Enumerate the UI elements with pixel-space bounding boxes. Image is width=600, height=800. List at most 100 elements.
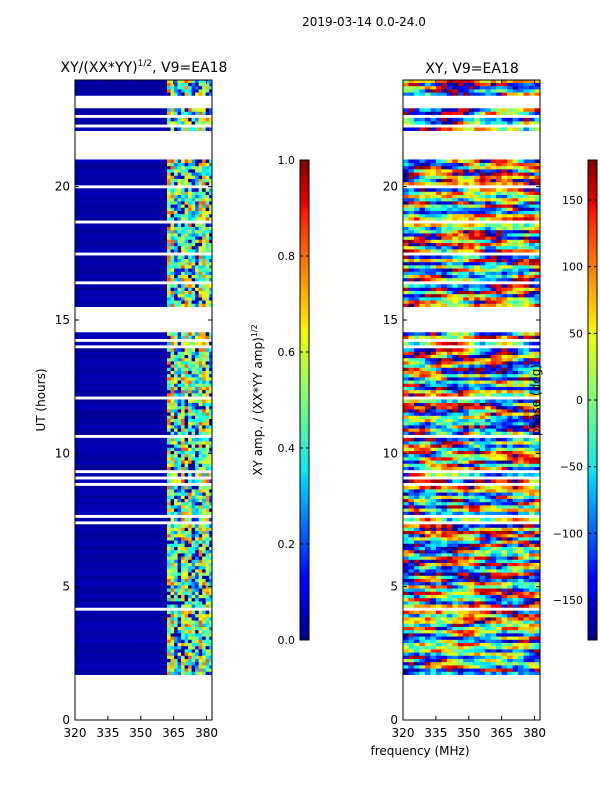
- heat-cell: [424, 351, 431, 355]
- heat-cell: [534, 562, 540, 567]
- heat-cell: [430, 447, 437, 451]
- heat-cell: [485, 300, 491, 304]
- heat-cell: [75, 210, 168, 215]
- heat-cell: [170, 537, 175, 541]
- heat-cell: [479, 297, 486, 301]
- heat-cell: [446, 610, 453, 615]
- heat-cell: [507, 293, 513, 298]
- heat-cell: [167, 649, 171, 653]
- heat-cell: [184, 261, 189, 266]
- heat-cell: [485, 277, 491, 282]
- heat-cell: [184, 540, 189, 544]
- heat-cell: [413, 370, 420, 375]
- heat-cell: [501, 460, 508, 464]
- heat-cell: [170, 380, 175, 384]
- heat-cell: [485, 508, 491, 512]
- heat-cell: [523, 437, 530, 442]
- heat-cell: [167, 463, 171, 467]
- heat-cell: [177, 373, 182, 378]
- heat-cell: [468, 508, 475, 512]
- heat-cell: [202, 591, 206, 595]
- heat-cell: [181, 441, 185, 445]
- heat-cell: [195, 383, 199, 387]
- heat-cell: [534, 332, 540, 336]
- heat-cell: [167, 165, 171, 170]
- heat-cell: [191, 489, 196, 493]
- heat-cell: [463, 626, 470, 631]
- heat-cell: [174, 645, 178, 650]
- heat-cell: [403, 274, 409, 279]
- heat-cell: [468, 373, 475, 378]
- heat-cell: [184, 303, 189, 307]
- heat-cell: [184, 508, 189, 512]
- heat-cell: [512, 415, 519, 419]
- heat-cell: [174, 402, 178, 407]
- heat-cell: [485, 636, 491, 640]
- heat-cell: [419, 399, 426, 403]
- heat-cell: [518, 629, 524, 634]
- heat-cell: [501, 553, 508, 557]
- heat-cell: [457, 463, 464, 467]
- heat-cell: [474, 517, 481, 522]
- heat-cell: [441, 297, 448, 301]
- figure-suptitle: 2019-03-14 0.0-24.0: [302, 15, 426, 29]
- heat-cell: [195, 524, 199, 528]
- heat-cell: [518, 364, 524, 368]
- heat-cell: [512, 332, 519, 336]
- heat-cell: [501, 249, 508, 253]
- heat-cell: [209, 271, 212, 275]
- heat-cell: [167, 364, 171, 368]
- heat-cell: [501, 575, 508, 579]
- heat-cell: [205, 194, 210, 199]
- heat-cell: [485, 258, 491, 263]
- heat-cell: [188, 457, 192, 461]
- heat-cell: [468, 332, 475, 336]
- heat-cell: [181, 210, 185, 215]
- heat-cell: [512, 450, 519, 455]
- heat-cell: [195, 223, 199, 227]
- heat-cell: [177, 437, 182, 442]
- heat-cell: [534, 364, 540, 368]
- heat-cell: [413, 492, 420, 496]
- heat-cell: [490, 665, 497, 669]
- heat-cell: [413, 633, 420, 637]
- heat-cell: [430, 559, 437, 563]
- heat-cell: [501, 277, 508, 282]
- heat-cell: [167, 377, 171, 381]
- heat-cell: [188, 511, 192, 515]
- heat-cell: [403, 562, 409, 567]
- heat-cell: [474, 626, 481, 631]
- heat-cell: [195, 293, 199, 298]
- heat-cell: [408, 383, 415, 387]
- heat-cell: [209, 389, 212, 394]
- heat-cell: [479, 591, 486, 595]
- heat-cell: [446, 553, 453, 557]
- heat-cell: [512, 533, 519, 538]
- heat-cell: [424, 617, 431, 621]
- heat-cell: [195, 261, 199, 266]
- heat-cell: [167, 258, 171, 263]
- heat-cell: [174, 188, 178, 192]
- heat-cell: [202, 245, 206, 250]
- heat-cell: [534, 284, 540, 288]
- heat-cell: [435, 604, 442, 608]
- heat-cell: [529, 546, 535, 551]
- heat-cell: [403, 351, 409, 355]
- heat-cell: [195, 85, 199, 90]
- heat-cell: [435, 591, 442, 595]
- heat-cell: [479, 380, 486, 384]
- heat-cell: [188, 159, 192, 163]
- heat-cell: [202, 450, 206, 455]
- heat-cell: [518, 581, 524, 586]
- heat-cell: [188, 530, 192, 535]
- heat-cell: [408, 473, 415, 477]
- heat-cell: [413, 613, 420, 618]
- heat-cell: [474, 421, 481, 426]
- heat-cell: [485, 466, 491, 471]
- heat-cell: [468, 495, 475, 499]
- heat-cell: [435, 393, 442, 397]
- heat-cell: [188, 591, 192, 595]
- heat-cell: [75, 303, 168, 307]
- heat-cell: [174, 457, 178, 461]
- heat-cell: [209, 543, 212, 547]
